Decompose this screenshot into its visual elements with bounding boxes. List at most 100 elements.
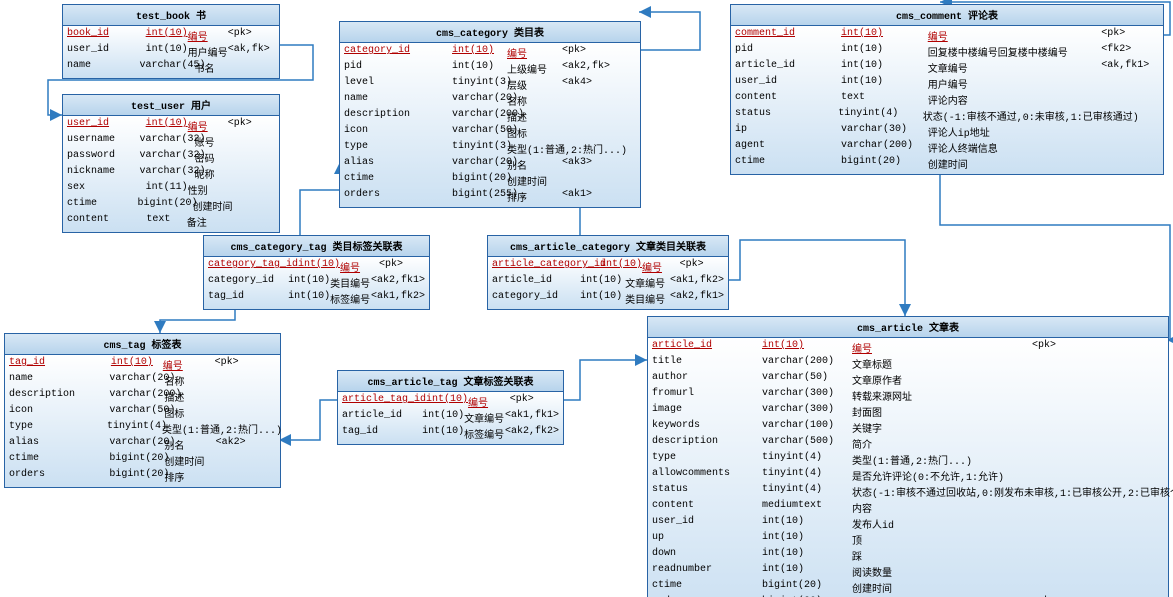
cell: pid <box>344 61 452 77</box>
cell: <ak,fk1> <box>1101 60 1159 76</box>
cell: int(10) <box>762 564 852 580</box>
cell: content <box>652 500 762 516</box>
cell <box>1032 548 1092 564</box>
table-row: agentvarchar(200)评论人终端信息 <box>735 140 1159 156</box>
table-row: typetinyint(4)类型(1:普通,2:热门...) <box>9 421 276 437</box>
table-row: comment_idint(10)编号<pk> <box>735 28 1159 44</box>
cell: 创建时间 <box>852 580 1032 596</box>
table-row: user_idint(10)用户编号<ak,fk> <box>67 44 275 60</box>
table-row: contenttext备注 <box>67 214 275 230</box>
cell: <ak4> <box>562 77 627 93</box>
cell: 标签编号 <box>464 426 505 442</box>
cell: type <box>344 141 452 157</box>
cell: sex <box>67 182 146 198</box>
cell: image <box>652 404 762 420</box>
cell: int(10) <box>452 45 507 61</box>
table-row: ctimebigint(20)创建时间 <box>652 580 1164 596</box>
relation-line <box>279 400 337 440</box>
cell <box>1032 516 1092 532</box>
cell: article_id <box>652 340 762 356</box>
table-row: category_idint(10)类目编号<ak2,fk1> <box>492 291 724 307</box>
table-row: passwordvarchar(32)密码 <box>67 150 275 166</box>
cell: varchar(20) <box>109 373 164 389</box>
cell: varchar(200) <box>762 356 852 372</box>
cell: 名称 <box>507 93 562 109</box>
cell: bigint(20) <box>762 580 852 596</box>
cell: tinyint(4) <box>762 484 852 500</box>
cell: 评论人ip地址 <box>928 124 1101 140</box>
cell: ctime <box>652 580 762 596</box>
cell: <ak,fk> <box>228 44 275 60</box>
table-row: ctimebigint(20)创建时间 <box>344 173 636 189</box>
table-test_user: test_user 用户user_idint(10)编号<pk>username… <box>62 94 280 233</box>
cell <box>1032 468 1092 484</box>
cell: 创建时间 <box>193 198 233 214</box>
table-row: pidint(10)回复楼中楼编号回复楼中楼编号<fk2> <box>735 44 1159 60</box>
cell: orders <box>344 189 452 205</box>
cell: description <box>652 436 762 452</box>
cell: ctime <box>9 453 109 469</box>
cell: 发布人id <box>852 516 1032 532</box>
cell: 封面图 <box>852 404 1032 420</box>
cell: comment_id <box>735 28 841 44</box>
table-cms_article: cms_article 文章表article_idint(10)编号<pk>ti… <box>647 316 1169 597</box>
table-cms_article_tag: cms_article_tag 文章标签关联表article_tag_idint… <box>337 370 564 445</box>
cell <box>231 60 275 76</box>
cell: 简介 <box>852 436 1032 452</box>
cell: int(10) <box>288 291 330 307</box>
cell: user_id <box>652 516 762 532</box>
cell: varchar(50) <box>109 405 164 421</box>
table-cms_tag: cms_tag 标签表tag_idint(10)编号<pk>namevarcha… <box>4 333 281 488</box>
cell: tinyint(4) <box>107 421 162 437</box>
cell: user_id <box>735 76 841 92</box>
table-row: namevarchar(20)名称 <box>344 93 636 109</box>
cell: <pk> <box>1032 340 1092 356</box>
cell: 排序 <box>852 596 1032 597</box>
cell: 阅读数量 <box>852 564 1032 580</box>
cell: alias <box>9 437 109 453</box>
cell: 文章编号 <box>625 275 670 291</box>
cell <box>233 198 275 214</box>
cell: varchar(300) <box>762 404 852 420</box>
table-header: cms_tag 标签表 <box>5 334 280 355</box>
cell: 编号 <box>507 45 562 61</box>
cell: agent <box>735 140 841 156</box>
cell: bigint(20) <box>138 198 193 214</box>
cell <box>216 469 276 485</box>
cell: book_id <box>67 28 146 44</box>
table-body: user_idint(10)编号<pk>usernamevarchar(32)账… <box>63 116 279 232</box>
cell: <ak1,fk2> <box>670 275 724 291</box>
cell: name <box>9 373 109 389</box>
cell: 状态(-1:审核不通过,0:未审核,1:已审核通过) <box>923 108 1103 124</box>
table-header: cms_article 文章表 <box>648 317 1168 338</box>
arrow-head <box>50 109 62 121</box>
cell: varchar(32) <box>139 150 194 166</box>
cell: int(10) <box>762 340 852 356</box>
cell <box>1032 356 1092 372</box>
cell: int(10) <box>762 532 852 548</box>
cell: 书名 <box>194 60 231 76</box>
cell: 文章原作者 <box>852 372 1032 388</box>
arrow-head <box>635 354 647 366</box>
cell <box>1032 436 1092 452</box>
cell: int(10) <box>298 259 340 275</box>
cell: ctime <box>344 173 452 189</box>
cell: varchar(45) <box>139 60 194 76</box>
table-row: ordersbigint(255)排序<ak1> <box>344 189 636 205</box>
arrow-head <box>899 304 911 316</box>
cell: 编号 <box>852 340 1032 356</box>
cell: content <box>67 214 146 230</box>
cell: 创建时间 <box>928 156 1101 172</box>
table-header: cms_category_tag 类目标签关联表 <box>204 236 429 257</box>
cell <box>1101 140 1159 156</box>
table-row: readnumberint(10)阅读数量 <box>652 564 1164 580</box>
cell: keywords <box>652 420 762 436</box>
table-header: cms_category 类目表 <box>340 22 640 43</box>
cell: 创建时间 <box>164 453 215 469</box>
cell: type <box>652 452 762 468</box>
table-row: user_idint(10)发布人id <box>652 516 1164 532</box>
cell: text <box>146 214 186 230</box>
table-row: titlevarchar(200)文章标题 <box>652 356 1164 372</box>
cell: type <box>9 421 107 437</box>
cell: tag_id <box>342 426 422 442</box>
